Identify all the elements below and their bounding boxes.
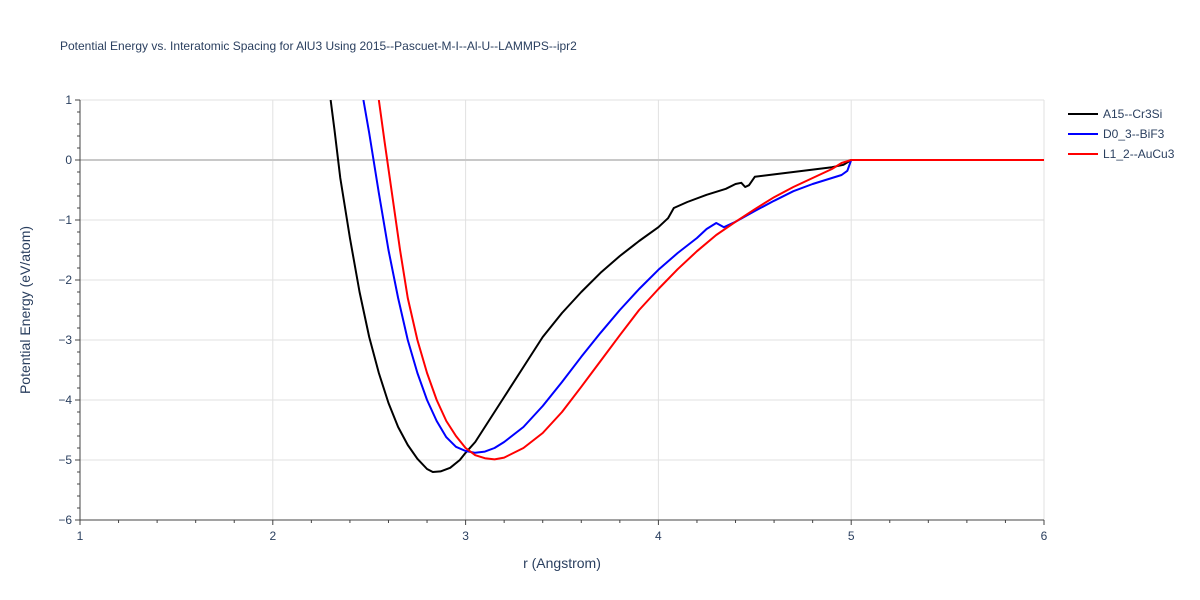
y-tick-label: −5: [58, 453, 72, 467]
legend-label: D0_3--BiF3: [1103, 127, 1165, 141]
grid-lines: [80, 99, 1045, 520]
y-tick-label: −6: [58, 513, 72, 527]
series-line: [329, 100, 1044, 473]
legend-item[interactable]: L1_2--AuCu3: [1068, 147, 1175, 161]
legend-item[interactable]: D0_3--BiF3: [1068, 127, 1165, 141]
y-tick-label: −3: [58, 333, 72, 347]
y-tick-label: 1: [65, 93, 72, 107]
legend-item[interactable]: A15--Cr3Si: [1068, 107, 1162, 121]
axes: [79, 100, 1044, 521]
y-tick-label: −2: [58, 273, 72, 287]
legend-label: A15--Cr3Si: [1103, 107, 1162, 121]
x-axis-title: r (Angstrom): [523, 555, 601, 571]
x-tick-label: 3: [462, 529, 469, 543]
x-tick-label: 5: [848, 529, 855, 543]
x-tick-label: 2: [269, 529, 276, 543]
series-lines: [329, 100, 1044, 473]
y-axis-ticks: 1 0 −1 −2 −3 −4 −5 −6: [58, 93, 80, 527]
legend[interactable]: A15--Cr3Si D0_3--BiF3 L1_2--AuCu3: [1068, 107, 1175, 161]
chart-title: Potential Energy vs. Interatomic Spacing…: [60, 39, 577, 53]
y-tick-label: −1: [58, 213, 72, 227]
x-tick-label: 6: [1041, 529, 1048, 543]
legend-label: L1_2--AuCu3: [1103, 147, 1175, 161]
series-line: [377, 100, 1044, 461]
y-tick-label: −4: [58, 393, 72, 407]
y-axis-title: Potential Energy (eV/atom): [17, 226, 33, 394]
x-tick-label: 1: [77, 529, 84, 543]
series-line: [362, 100, 1044, 454]
y-tick-label: 0: [65, 153, 72, 167]
x-tick-label: 4: [655, 529, 662, 543]
x-axis-ticks: 1 2 3 4 5 6: [77, 520, 1048, 543]
